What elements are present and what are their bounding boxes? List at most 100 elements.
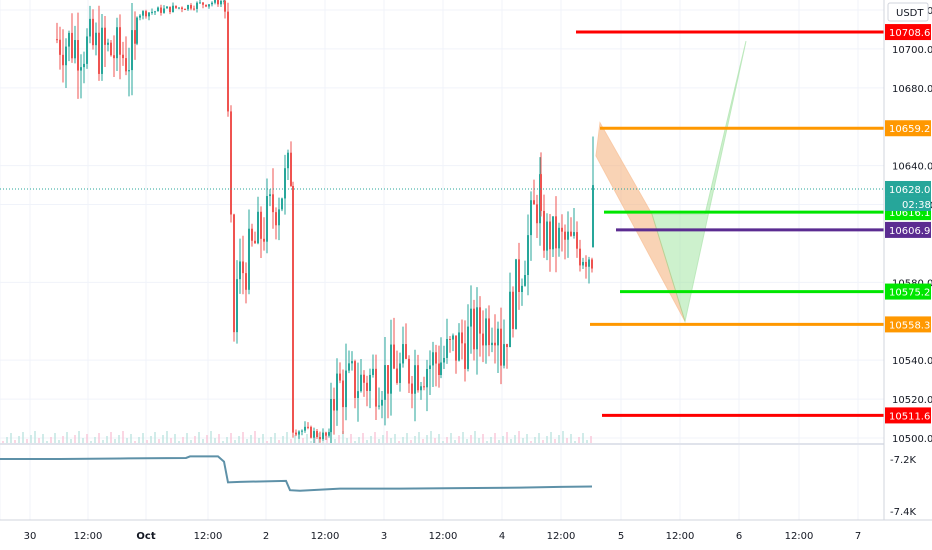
- candle-body: [260, 211, 262, 239]
- currency-label[interactable]: USDT: [896, 8, 924, 19]
- currency-box[interactable]: [887, 2, 929, 22]
- candle-body: [518, 259, 520, 292]
- level-tag[interactable]: [885, 407, 931, 424]
- volume-bar: [458, 436, 460, 443]
- volume-bar: [150, 436, 152, 443]
- candle-body: [536, 204, 538, 224]
- price-tick-label: 10640.00: [892, 162, 932, 173]
- candle-body: [125, 58, 127, 72]
- volume-bar: [542, 440, 544, 443]
- candle-body: [322, 432, 324, 440]
- level-tag-label: 10558.39: [889, 320, 932, 331]
- candle-body: [154, 11, 156, 13]
- volume-bar: [138, 437, 140, 443]
- candle-body: [89, 18, 91, 37]
- candle-body: [68, 32, 70, 47]
- candle-body: [236, 279, 238, 333]
- volume-bar: [390, 438, 392, 443]
- candle-body: [488, 318, 490, 346]
- countdown-tag: [885, 196, 931, 211]
- volume-bar: [74, 435, 76, 443]
- candle-body: [298, 431, 300, 435]
- candle-body: [205, 4, 207, 7]
- level-tag[interactable]: [885, 316, 931, 333]
- volume-bar: [354, 441, 356, 443]
- candle-body: [479, 307, 481, 334]
- candle-body: [411, 383, 413, 394]
- level-tag[interactable]: [885, 221, 931, 238]
- candle-body: [59, 39, 61, 55]
- volume-bar: [118, 435, 120, 443]
- volume-bar: [154, 432, 156, 443]
- indicator-line: [0, 455, 593, 492]
- level-tag[interactable]: [885, 283, 931, 300]
- candle-body: [227, 11, 229, 112]
- volume-bar: [570, 434, 572, 443]
- candle-body: [440, 362, 442, 375]
- volume-bar: [574, 441, 576, 443]
- volume-bar: [30, 435, 32, 443]
- volume-bar: [282, 436, 284, 443]
- time-tick-label: 2: [263, 531, 269, 542]
- volume-bar: [102, 440, 104, 443]
- volume-bar: [414, 436, 416, 443]
- candle-body: [426, 368, 428, 388]
- candle-body: [145, 11, 147, 17]
- candle-body: [443, 357, 445, 363]
- candle-body: [98, 32, 100, 74]
- candle-body: [540, 174, 542, 211]
- volume-bar: [82, 438, 84, 443]
- price-axis[interactable]: [884, 0, 932, 550]
- candle-body: [558, 227, 560, 249]
- volume-bar: [10, 433, 12, 443]
- indicator-tick-label: -7.2K: [890, 455, 917, 466]
- volume-bar: [26, 439, 28, 443]
- candle-body: [473, 308, 475, 350]
- volume-bar: [14, 440, 16, 443]
- candle-body: [449, 338, 451, 340]
- time-tick-label: 3: [381, 531, 387, 542]
- volume-bar: [430, 431, 432, 443]
- volume-bar: [306, 434, 308, 443]
- pane-separator[interactable]: [0, 443, 884, 445]
- volume-bar: [262, 434, 264, 443]
- candle-body: [86, 36, 88, 64]
- volume-bar: [114, 439, 116, 443]
- volume-bar: [478, 438, 480, 443]
- level-tag[interactable]: [885, 180, 931, 197]
- candle-body: [375, 368, 377, 407]
- time-tick-label: 4: [499, 531, 505, 542]
- level-tag[interactable]: [885, 120, 931, 137]
- volume-bar: [242, 432, 244, 443]
- candle-body: [148, 12, 150, 17]
- volume-bar: [590, 436, 592, 443]
- candle-body: [384, 365, 386, 400]
- candle-body: [588, 259, 590, 267]
- candle-body: [363, 374, 365, 383]
- volume-bar: [226, 437, 228, 443]
- candle-body: [328, 432, 330, 436]
- candle-body: [543, 210, 545, 251]
- volume-bar: [526, 434, 528, 443]
- volume-bar: [402, 437, 404, 443]
- candle-body: [515, 259, 517, 329]
- candle-body: [576, 232, 578, 249]
- candle-body: [290, 152, 292, 186]
- candle-body: [128, 70, 130, 72]
- candle-body: [239, 261, 241, 280]
- volume-bar: [534, 437, 536, 443]
- volume-bar: [394, 434, 396, 443]
- volume-bar: [166, 431, 168, 443]
- candle-body: [567, 231, 569, 240]
- time-tick-label: 12:00: [666, 531, 695, 542]
- candle-body: [570, 231, 572, 236]
- time-tick-label: 12:00: [785, 531, 814, 542]
- volume-bar: [490, 437, 492, 443]
- volume-bar: [130, 434, 132, 443]
- volume-bar: [322, 440, 324, 443]
- volume-bar: [38, 438, 40, 443]
- level-tag[interactable]: [885, 24, 931, 41]
- candle-body: [494, 342, 496, 346]
- volume-bar: [54, 433, 56, 443]
